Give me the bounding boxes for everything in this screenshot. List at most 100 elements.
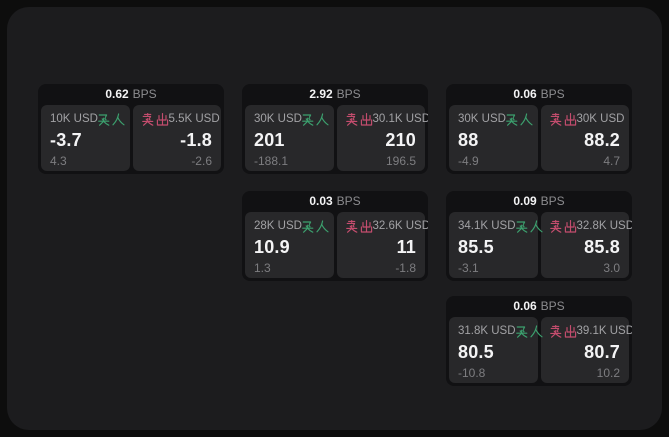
buy-side-label: 买入 [506, 112, 533, 126]
sell-tile[interactable]: 卖出 30K USD 88.2 4.7 [540, 105, 629, 171]
card-body: 31.8K USD 买入 [449, 317, 632, 383]
bps-unit-label: BPS [540, 299, 565, 313]
buy-main-value: 201 [254, 130, 285, 150]
buy-main-value: 88 [458, 130, 479, 150]
bps-unit-label: BPS [132, 87, 157, 101]
buy-glyph-icon [302, 219, 329, 233]
buy-tile-top: 28K USD 买入 [254, 219, 329, 233]
card-body: 10K USD 买入 [41, 105, 221, 171]
sell-side-label: 卖出 [345, 112, 373, 126]
buy-sub-value: 1.3 [254, 261, 271, 275]
sell-sub-value: 3.0 [603, 261, 620, 275]
bps-value: 0.09 [513, 194, 537, 208]
buy-sub-value: 4.3 [50, 154, 67, 168]
sell-amount: 32.6K USD [372, 220, 429, 232]
card-body: 34.1K USD 买入 [449, 212, 633, 278]
buy-tile[interactable]: 28K USD 买入 [245, 212, 334, 278]
sell-main-value: 85.8 [584, 237, 620, 257]
buy-amount: 28K USD [254, 220, 302, 232]
buy-tile-top: 30K USD 买入 [458, 112, 533, 126]
quote-card[interactable]: 0.03 BPS 28K USD [242, 191, 428, 281]
sell-tile-top: 卖出 32.6K USD [345, 219, 428, 233]
card-body: 30K USD 买入 [245, 105, 429, 171]
sell-glyph-icon [141, 112, 168, 126]
buy-tile[interactable]: 10K USD 买入 [41, 105, 130, 171]
buy-tile-top: 31.8K USD 买入 [458, 324, 543, 338]
sell-side-label: 卖出 [549, 112, 577, 126]
quote-card[interactable]: 0.09 BPS 34.1K USD [446, 191, 632, 281]
sell-main-value: -1.8 [180, 130, 212, 150]
sell-amount: 32.8K USD [576, 220, 633, 232]
buy-tile-top: 10K USD 买入 [50, 112, 125, 126]
sell-amount: 30.1K USD [372, 113, 429, 125]
buy-tile[interactable]: 31.8K USD 买入 [449, 317, 543, 383]
sell-tile[interactable]: 卖出 30.1K USD 210 196.5 [336, 105, 429, 171]
buy-sub-value: -4.9 [458, 154, 479, 168]
sell-glyph-icon [549, 219, 576, 233]
buy-side-label: 买入 [302, 219, 329, 233]
sell-sub-value: 10.2 [596, 366, 620, 380]
buy-sub-value: -3.1 [458, 261, 479, 275]
bps-unit-label: BPS [540, 194, 565, 208]
buy-tile[interactable]: 30K USD 买入 [245, 105, 334, 171]
card-header: 0.62 BPS [41, 84, 221, 105]
sell-tile-top: 卖出 5.5K USD [141, 112, 220, 126]
quote-card[interactable]: 0.06 BPS 31.8K USD [446, 296, 632, 386]
sell-sub-value: 4.7 [603, 154, 620, 168]
sell-sub-value: 196.5 [385, 154, 416, 168]
bps-value: 0.62 [105, 87, 129, 101]
sell-glyph-icon [345, 219, 372, 233]
sell-tile[interactable]: 卖出 5.5K USD -1.8 -2.6 [132, 105, 221, 171]
buy-side-label: 买入 [98, 112, 125, 126]
buy-main-value: 10.9 [254, 237, 290, 257]
buy-glyph-icon [515, 324, 543, 338]
card-header: 2.92 BPS [245, 84, 425, 105]
card-body: 30K USD 买入 [449, 105, 629, 171]
sell-tile-top: 卖出 39.1K USD [549, 324, 632, 338]
quote-card[interactable]: 0.06 BPS 30K USD [446, 84, 632, 174]
buy-tile[interactable]: 34.1K USD 买入 [449, 212, 543, 278]
sell-side-label: 卖出 [549, 324, 577, 338]
card-header: 0.09 BPS [449, 191, 629, 212]
sell-main-value: 210 [385, 130, 416, 150]
sell-main-value: 88.2 [584, 130, 620, 150]
buy-glyph-icon [302, 112, 329, 126]
sell-sub-value: -1.8 [395, 261, 416, 275]
sell-main-value: 11 [396, 237, 416, 257]
sell-glyph-icon [345, 112, 372, 126]
buy-amount: 30K USD [254, 113, 302, 125]
buy-tile-top: 34.1K USD 买入 [458, 219, 543, 233]
buy-main-value: 85.5 [458, 237, 494, 257]
bps-unit-label: BPS [336, 87, 361, 101]
sell-side-label: 卖出 [141, 112, 169, 126]
sell-glyph-icon [549, 112, 576, 126]
sell-tile[interactable]: 卖出 32.8K USD 85.8 3.0 [540, 212, 633, 278]
sell-sub-value: -2.6 [191, 154, 212, 168]
card-header: 0.03 BPS [245, 191, 425, 212]
card-header: 0.06 BPS [449, 296, 629, 317]
buy-tile[interactable]: 30K USD 买入 [449, 105, 538, 171]
buy-side-label: 买入 [302, 112, 329, 126]
bps-value: 0.03 [309, 194, 333, 208]
buy-glyph-icon [98, 112, 125, 126]
bps-value: 2.92 [309, 87, 333, 101]
bps-value: 0.06 [513, 299, 537, 313]
buy-tile-top: 30K USD 买入 [254, 112, 329, 126]
quote-card[interactable]: 0.62 BPS 10K USD [38, 84, 224, 174]
buy-amount: 10K USD [50, 113, 98, 125]
buy-sub-value: -188.1 [254, 154, 289, 168]
bps-unit-label: BPS [540, 87, 565, 101]
sell-side-label: 卖出 [345, 219, 373, 233]
sell-tile[interactable]: 卖出 39.1K USD 80.7 10.2 [540, 317, 632, 383]
buy-amount: 31.8K USD [458, 325, 516, 337]
bps-unit-label: BPS [336, 194, 361, 208]
card-body: 28K USD 买入 [245, 212, 428, 278]
quote-card[interactable]: 2.92 BPS 30K USD [242, 84, 428, 174]
buy-side-label: 买入 [515, 219, 543, 233]
sell-tile[interactable]: 卖出 32.6K USD 11 -1.8 [336, 212, 428, 278]
sell-main-value: 80.7 [584, 342, 620, 362]
buy-sub-value: -10.8 [458, 366, 486, 380]
sell-amount: 39.1K USD [576, 325, 633, 337]
